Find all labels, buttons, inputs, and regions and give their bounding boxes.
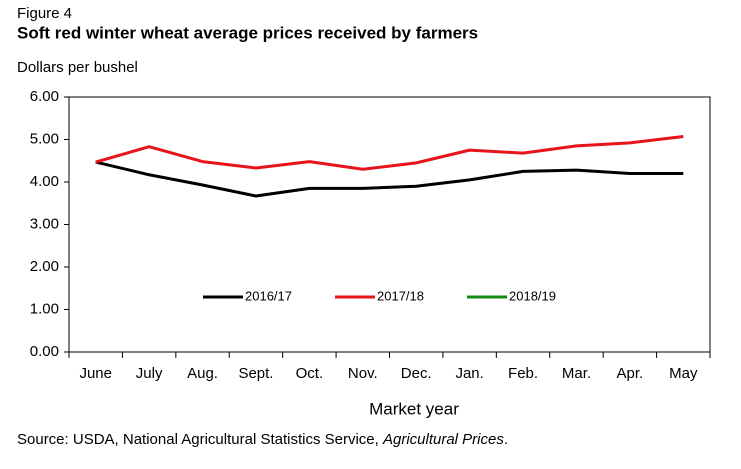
x-tick-label: Jan. <box>455 365 483 382</box>
source-end: . <box>504 431 508 448</box>
x-tick-label: Oct. <box>296 365 324 382</box>
chart-title: Soft red winter wheat average prices rec… <box>17 23 478 42</box>
x-tick-label: Dec. <box>401 365 432 382</box>
y-tick-label: 6.00 <box>30 88 59 105</box>
x-tick-label: Nov. <box>348 365 378 382</box>
y-tick-label: 1.00 <box>30 300 59 317</box>
x-tick-label: Mar. <box>562 365 591 382</box>
y-tick-label: 3.00 <box>30 215 59 232</box>
x-tick-label: Feb. <box>508 365 538 382</box>
y-axis-label: Dollars per bushel <box>17 59 138 76</box>
legend-label: 2018/19 <box>509 288 556 303</box>
x-tick-label: Aug. <box>187 365 218 382</box>
x-tick-label: Sept. <box>238 365 273 382</box>
x-axis-label: Market year <box>369 399 459 418</box>
y-tick-label: 4.00 <box>30 173 59 190</box>
x-tick-label: June <box>79 365 112 382</box>
series-line <box>95 160 684 198</box>
figure-label: Figure 4 <box>17 5 72 22</box>
y-tick-label: 5.00 <box>30 130 59 147</box>
legend-label: 2016/17 <box>245 288 292 303</box>
series-line <box>95 135 684 171</box>
y-tick-label: 0.00 <box>30 343 59 360</box>
source-publication: Agricultural Prices <box>382 431 504 448</box>
y-tick-label: 2.00 <box>30 258 59 275</box>
source: Source: USDA, National Agricultural Stat… <box>17 431 508 448</box>
x-tick-label: July <box>136 365 163 382</box>
x-tick-label: May <box>669 365 698 382</box>
plot-frame <box>68 96 711 353</box>
legend-label: 2017/18 <box>377 288 424 303</box>
x-tick-label: Apr. <box>617 365 644 382</box>
source-text: Source: USDA, National Agricultural Stat… <box>17 431 383 448</box>
